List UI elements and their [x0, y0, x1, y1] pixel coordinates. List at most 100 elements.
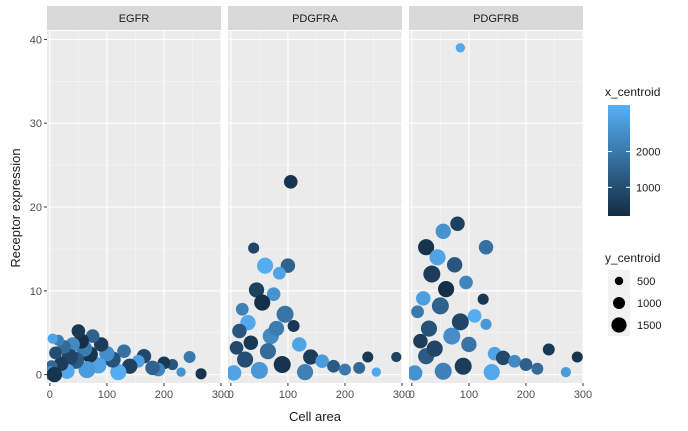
color-legend-bar — [608, 105, 630, 216]
size-legend: y_centroid 500 1000 1500 — [605, 251, 661, 336]
data-point — [296, 364, 314, 381]
size-legend-title: y_centroid — [605, 251, 660, 265]
data-point — [353, 361, 366, 374]
data-point — [243, 335, 259, 351]
facet-panel-pdgfra: PDGFRA — [228, 6, 403, 383]
data-point — [54, 356, 69, 371]
size-legend-label: 500 — [637, 276, 655, 288]
y-tick-label: 0 — [36, 370, 42, 382]
data-point — [431, 297, 449, 315]
data-point — [443, 327, 461, 345]
data-point — [451, 313, 469, 331]
data-point — [229, 340, 244, 355]
facet-strip-label: PDGFRB — [473, 13, 519, 25]
data-point — [371, 367, 382, 377]
x-tick-label: 0 — [409, 389, 415, 401]
facet-strip — [409, 6, 583, 30]
data-point — [416, 291, 431, 306]
data-point — [519, 358, 533, 371]
size-legend-label: 1000 — [637, 298, 661, 310]
y-tick-label: 30 — [30, 118, 42, 130]
data-point — [429, 249, 446, 266]
data-point — [542, 343, 555, 356]
x-tick-label: 300 — [393, 389, 411, 401]
data-point — [315, 354, 329, 369]
data-point — [391, 351, 402, 363]
data-point — [434, 362, 452, 380]
x-tick-label: 200 — [155, 389, 173, 401]
facet-strip-label: PDGFRA — [292, 13, 339, 25]
points-layer — [228, 175, 402, 381]
data-point — [480, 318, 492, 330]
data-point — [283, 175, 298, 189]
data-point — [237, 351, 254, 368]
data-point — [117, 344, 131, 358]
data-point — [232, 323, 247, 339]
x-tick-label: 0 — [228, 389, 234, 401]
data-point — [560, 366, 572, 378]
y-tick-label: 20 — [30, 202, 42, 214]
data-point — [420, 320, 438, 337]
data-point — [413, 333, 428, 349]
data-point — [195, 368, 207, 380]
data-point — [93, 337, 109, 352]
data-point — [411, 305, 424, 319]
data-point — [455, 43, 466, 53]
x-tick-label: 100 — [98, 389, 116, 401]
color-legend-label: 2000 — [636, 147, 660, 159]
data-point — [362, 351, 374, 363]
data-point — [461, 336, 477, 353]
points-layer — [409, 43, 583, 381]
data-point — [409, 365, 423, 381]
data-point — [47, 333, 58, 344]
data-point — [459, 275, 473, 290]
data-point — [508, 354, 521, 368]
data-point — [327, 359, 340, 373]
color-legend-title: x_centroid — [605, 85, 660, 99]
data-point — [438, 281, 455, 298]
x-tick-label: 300 — [574, 389, 592, 401]
facet-strip-label: EGFR — [119, 13, 150, 25]
data-point — [426, 340, 443, 357]
data-point — [531, 362, 544, 375]
data-point — [273, 356, 291, 374]
size-legend-key — [611, 317, 627, 333]
data-point — [454, 357, 472, 375]
data-point — [78, 361, 96, 379]
x-tick-label: 100 — [460, 389, 478, 401]
data-point — [49, 346, 62, 360]
facet-strip — [47, 6, 221, 30]
x-tick-label: 100 — [279, 389, 297, 401]
data-point — [571, 351, 583, 363]
data-point — [85, 329, 100, 343]
data-point — [287, 320, 300, 332]
data-point — [483, 364, 500, 381]
data-point — [435, 223, 451, 239]
data-point — [110, 364, 127, 381]
data-point — [423, 265, 441, 283]
data-point — [303, 349, 319, 365]
data-point — [276, 305, 294, 323]
data-point — [47, 366, 63, 383]
data-point — [478, 239, 494, 255]
data-point — [250, 361, 268, 379]
x-tick-label: 200 — [517, 389, 535, 401]
x-tick-label: 300 — [212, 389, 230, 401]
color-legend: x_centroid 1000 2000 — [605, 85, 660, 216]
data-point — [418, 239, 435, 256]
y-tick-label: 10 — [30, 286, 42, 298]
y-tick-label: 40 — [30, 34, 42, 46]
x-tick-label: 200 — [336, 389, 354, 401]
data-point — [71, 324, 86, 338]
data-point — [235, 302, 249, 316]
facet-strip — [228, 6, 402, 30]
y-axis-title: Receptor expression — [8, 148, 23, 267]
data-point — [292, 337, 307, 352]
data-point — [446, 257, 463, 273]
data-point — [495, 350, 511, 366]
points-layer — [47, 324, 207, 383]
data-point — [145, 360, 160, 376]
facet-panel-egfr: EGFR — [47, 6, 222, 383]
x-axis-title: Cell area — [289, 409, 342, 424]
